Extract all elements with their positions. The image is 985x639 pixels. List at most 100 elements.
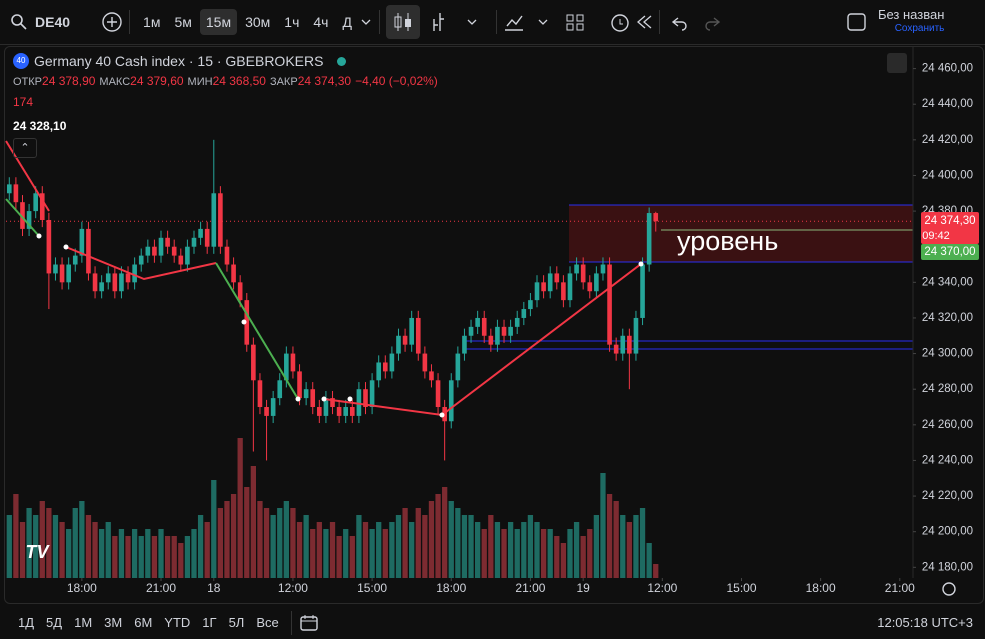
- volume-bar: [527, 515, 534, 578]
- candle-body: [396, 335, 401, 354]
- range-button[interactable]: YTD: [164, 615, 191, 630]
- candle-body: [435, 380, 441, 408]
- price-badge: [921, 212, 979, 244]
- pane-button[interactable]: [887, 53, 907, 73]
- volume-bar: [626, 522, 632, 578]
- candle-body: [514, 317, 520, 327]
- volume-bar: [514, 529, 520, 578]
- candle-body: [171, 246, 177, 256]
- interval[interactable]: 15м: [199, 9, 238, 35]
- trend-line: [5, 198, 40, 237]
- range-button[interactable]: 5Л: [228, 615, 245, 630]
- candle-body: [211, 193, 217, 247]
- separator: [495, 10, 497, 34]
- volume-bar: [250, 466, 257, 578]
- candle-body: [231, 264, 236, 283]
- candle-body: [119, 273, 124, 292]
- range-button[interactable]: 6М: [134, 615, 153, 630]
- candle-body: [72, 255, 78, 265]
- volume-bar: [39, 501, 45, 578]
- volume-bar: [13, 494, 19, 578]
- candle-body: [653, 213, 659, 222]
- candle-body: [481, 317, 487, 336]
- search-icon[interactable]: [10, 13, 28, 31]
- undo-redo[interactable]: [666, 12, 726, 32]
- candle-body: [218, 193, 223, 247]
- range-button[interactable]: 5Д: [46, 615, 63, 630]
- candle-body: [633, 317, 639, 354]
- bottom-bar: 1Д 5Д 1М 3М 6М YTD 1Г 5Л Все 12:05:18 UTC+3: [0, 606, 985, 639]
- symbol[interactable]: DE40: [35, 14, 71, 30]
- volume-bar: [389, 522, 395, 578]
- ohlc-value: 24 374,30: [297, 74, 352, 88]
- countdown: 09:42: [922, 230, 950, 242]
- interval[interactable]: 1ч: [284, 14, 300, 30]
- range-button[interactable]: 1Д: [18, 615, 35, 630]
- x-tick-label: 18:00: [436, 581, 466, 595]
- candle-body: [323, 398, 329, 416]
- annotation: уровень: [677, 226, 778, 256]
- volume-bar: [376, 522, 382, 578]
- add-symbol[interactable]: [101, 11, 123, 33]
- volume-bar: [244, 487, 250, 578]
- volume-bar: [356, 515, 362, 578]
- interval[interactable]: 4ч: [313, 14, 329, 30]
- candle-body: [541, 282, 546, 292]
- volume-bar: [145, 529, 151, 578]
- volume-bar: [118, 529, 125, 578]
- candle-body: [165, 237, 170, 247]
- interval[interactable]: Д: [342, 14, 352, 30]
- volume-bar: [349, 536, 355, 578]
- range-button[interactable]: 3М: [104, 615, 123, 630]
- candle-body: [369, 380, 375, 408]
- settings-icon[interactable]: [942, 582, 956, 596]
- y-tick-label: 24 400,00: [922, 169, 973, 181]
- candle-type[interactable]: [385, 5, 420, 39]
- candle-body: [561, 282, 566, 301]
- volume-bar: [283, 501, 289, 578]
- y-tick-label: 24 200,00: [922, 526, 973, 538]
- volume-bar: [131, 529, 138, 578]
- chart: уровень 24 460,00 24 440,00 24 420,00 24 40…: [5, 47, 979, 596]
- interval[interactable]: 1м: [143, 14, 161, 30]
- indicators-icon[interactable]: [430, 11, 490, 33]
- volume-bar: [540, 529, 547, 578]
- candle-body: [376, 362, 382, 381]
- x-tick-label: 15:00: [726, 581, 756, 595]
- interval[interactable]: 30м: [245, 14, 271, 30]
- layout-name[interactable]: Без назван Сохранить: [878, 8, 944, 36]
- dropdown[interactable]: [359, 15, 373, 29]
- tools-icons[interactable]: [503, 10, 653, 34]
- volume-bar: [151, 536, 158, 578]
- x-tick-label: 19: [577, 581, 591, 595]
- volume-bar: [455, 508, 461, 578]
- candle-body: [198, 228, 203, 238]
- candle-body: [468, 326, 474, 336]
- volume-bar: [197, 515, 204, 578]
- y-tick-label: 24 180,00: [922, 561, 973, 573]
- y-tick-label: 24 460,00: [922, 63, 973, 75]
- volume-bar: [112, 536, 118, 578]
- volume-bar: [257, 501, 263, 578]
- candle-body: [270, 398, 276, 416]
- y-tick-label: 24 260,00: [922, 419, 973, 431]
- range-button[interactable]: 1Г: [202, 615, 217, 630]
- y-tick-label: 24 300,00: [922, 348, 973, 360]
- range-button[interactable]: Все: [256, 615, 279, 630]
- candle-body: [92, 273, 98, 292]
- candle-body: [475, 317, 480, 327]
- ohlc-value: 24 368,50: [212, 74, 266, 88]
- candle-body: [567, 273, 573, 301]
- volume-bar: [316, 522, 322, 578]
- y-tick-label: 24 420,00: [922, 134, 973, 146]
- interval[interactable]: 5м: [174, 14, 192, 30]
- volume-bar: [613, 501, 619, 578]
- collapse-button[interactable]: ⌃: [13, 138, 37, 158]
- volume-bar: [6, 515, 12, 578]
- range-button[interactable]: 1М: [74, 615, 93, 630]
- candle-body: [59, 264, 65, 283]
- layout-icon[interactable]: [846, 11, 868, 33]
- goto-date[interactable]: [298, 613, 320, 633]
- volume-bar: [125, 536, 131, 578]
